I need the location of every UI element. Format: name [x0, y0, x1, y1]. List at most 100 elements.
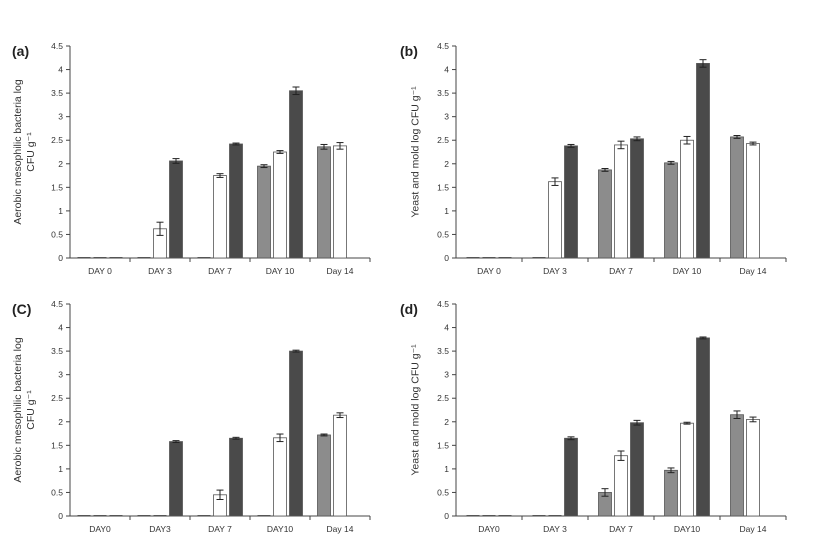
y-tick-label: 2: [58, 417, 63, 427]
bar: [680, 139, 694, 259]
y-tick-label: 0: [444, 253, 449, 263]
bar: [564, 145, 578, 259]
y-tick-label: 1: [444, 206, 449, 216]
x-tick-label: DAY 3: [543, 524, 567, 534]
y-tick-label: 2: [58, 159, 63, 169]
y-tick-label: 3.5: [51, 346, 63, 356]
y-tick-label: 0: [444, 511, 449, 521]
y-tick-label: 2.5: [437, 393, 449, 403]
y-axis-label-line: Aerobic mesophilic bacteria log: [12, 337, 24, 482]
bar: [664, 162, 678, 259]
bar: [333, 145, 347, 259]
x-tick-label: DAY0: [89, 524, 111, 534]
bar: [696, 337, 710, 517]
bar: [680, 422, 694, 517]
x-tick-label: DAY 3: [543, 266, 567, 276]
panel-letter: (b): [400, 43, 418, 59]
y-tick-label: 1.5: [51, 440, 63, 450]
y-axis-label: Yeast and mold log CFU g⁻¹: [410, 86, 422, 218]
y-axis-label-line: CFU g⁻¹: [25, 132, 37, 172]
y-tick-label: 3.5: [51, 88, 63, 98]
bar: [614, 455, 628, 517]
x-tick-label: DAY10: [267, 524, 294, 534]
y-tick-label: 0.5: [51, 487, 63, 497]
bar: [696, 63, 710, 259]
bar: [630, 422, 644, 517]
y-tick-label: 0: [58, 253, 63, 263]
y-tick-label: 4: [444, 323, 449, 333]
y-tick-label: 2: [444, 417, 449, 427]
y-tick-label: 4.5: [437, 299, 449, 309]
x-tick-label: DAY 3: [148, 266, 172, 276]
y-tick-label: 0.5: [437, 229, 449, 239]
bar: [630, 138, 644, 259]
y-tick-label: 0.5: [437, 487, 449, 497]
bar: [169, 441, 183, 517]
x-tick-label: Day 14: [740, 524, 767, 534]
bar: [273, 151, 287, 259]
y-tick-label: 1: [444, 464, 449, 474]
chart-panel-4: (d) Yeast and mold log CFU g⁻¹ 0 0.5 1 1.5 2 2.…: [400, 299, 787, 534]
x-tick-label: DAY 7: [208, 524, 232, 534]
bar: [229, 143, 243, 259]
bar: [317, 434, 331, 517]
bar: [564, 437, 578, 517]
x-tick-label: DAY 7: [609, 266, 633, 276]
y-tick-label: 1.5: [437, 182, 449, 192]
x-tick-label: DAY3: [149, 524, 171, 534]
x-tick-label: DAY0: [478, 524, 500, 534]
bar: [169, 160, 183, 259]
chart-panel-2: (b) Yeast and mold log CFU g⁻¹ 0 0.5 1 1.5 2 2.…: [400, 41, 787, 276]
x-tick-label: DAY 7: [208, 266, 232, 276]
y-tick-label: 3: [58, 112, 63, 122]
y-tick-label: 4.5: [51, 41, 63, 51]
y-tick-label: 2.5: [437, 135, 449, 145]
y-tick-label: 1.5: [437, 440, 449, 450]
y-axis-label-line: CFU g⁻¹: [25, 390, 37, 430]
y-tick-label: 3: [444, 112, 449, 122]
bar: [548, 181, 562, 259]
x-tick-label: Day 14: [740, 266, 767, 276]
y-tick-label: 4: [58, 323, 63, 333]
x-tick-label: DAY 7: [609, 524, 633, 534]
bar: [257, 165, 271, 259]
chart-panel-3: (C) Aerobic mesophilic bacteria logCFU g⁻…: [12, 299, 371, 534]
bar: [746, 419, 760, 517]
bar: [664, 469, 678, 517]
bar: [229, 437, 243, 517]
x-tick-label: DAY10: [674, 524, 701, 534]
y-tick-label: 0.5: [51, 229, 63, 239]
y-tick-label: 0: [58, 511, 63, 521]
bar: [289, 350, 303, 517]
bar: [730, 414, 744, 517]
bar: [598, 169, 612, 259]
bar: [614, 144, 628, 259]
y-tick-label: 3: [444, 370, 449, 380]
x-tick-label: Day 14: [327, 524, 354, 534]
y-tick-label: 2: [444, 159, 449, 169]
x-tick-label: DAY 0: [88, 266, 112, 276]
bar: [273, 437, 287, 517]
bar: [317, 146, 331, 259]
y-tick-label: 2.5: [51, 135, 63, 145]
x-tick-label: DAY 0: [477, 266, 501, 276]
bar: [730, 136, 744, 259]
bar: [213, 175, 227, 259]
y-axis-label-line: Aerobic mesophilic bacteria log: [12, 79, 24, 224]
bar: [746, 143, 760, 259]
y-tick-label: 3.5: [437, 346, 449, 356]
panel-letter: (d): [400, 301, 418, 317]
panel-letter: (C): [12, 301, 31, 317]
y-axis-label: Aerobic mesophilic bacteria logCFU g⁻¹: [12, 337, 37, 482]
x-tick-label: Day 14: [327, 266, 354, 276]
y-axis-label: Yeast and mold log CFU g⁻¹: [410, 344, 422, 476]
chart-panel-1: (a) Aerobic mesophilic bacteria logCFU g⁻…: [12, 41, 371, 276]
bar: [333, 414, 347, 517]
y-tick-label: 4: [444, 65, 449, 75]
y-axis-label: Aerobic mesophilic bacteria logCFU g⁻¹: [12, 79, 37, 224]
y-tick-label: 1: [58, 464, 63, 474]
x-tick-label: DAY 10: [266, 266, 295, 276]
y-tick-label: 3: [58, 370, 63, 380]
panel-letter: (a): [12, 43, 29, 59]
